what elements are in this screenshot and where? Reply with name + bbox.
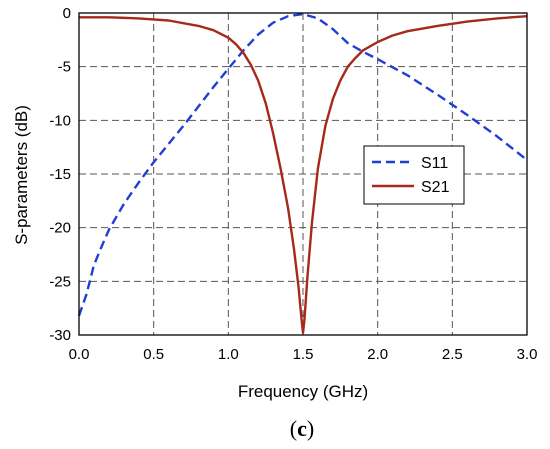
figure-caption: (c): [290, 416, 314, 441]
x-axis-label: Frequency (GHz): [238, 382, 368, 401]
y-tick-label: 0: [63, 5, 71, 22]
x-tick-label: 2.0: [367, 346, 388, 363]
x-tick-label: 1.5: [293, 346, 314, 363]
y-tick-label: -20: [49, 220, 71, 237]
plot-frame: [78, 12, 528, 336]
y-tick-label: -30: [49, 327, 71, 344]
y-tick-label: -25: [49, 273, 71, 290]
legend-label-s11: S11: [421, 155, 448, 172]
x-tick-label: 0.0: [69, 346, 90, 363]
caption-letter: c: [297, 416, 307, 441]
legend-box: [363, 145, 465, 205]
x-tick-label: 2.5: [442, 346, 463, 363]
y-axis-label: S-parameters (dB): [12, 105, 31, 245]
tick-labels: 0.0 0.5 1.0 1.5 2.0 2.5 3.0 0 -5 -10 -15 -20 -25 -30: [49, 5, 537, 363]
x-tick-label: 0.5: [143, 346, 164, 363]
y-tick-label: -15: [49, 166, 71, 183]
x-tick-label: 3.0: [517, 346, 538, 363]
legend-label-s21: S21: [421, 179, 450, 196]
series-line-s11: [77, 12, 528, 317]
y-tick-label: -5: [58, 59, 71, 76]
x-tick-label: 1.0: [218, 346, 239, 363]
series-lines: [77, 12, 528, 335]
caption-open-paren: (: [290, 416, 297, 441]
series-line-s21: [79, 15, 528, 335]
y-tick-label: -10: [49, 112, 71, 129]
legend: S11 S21: [363, 145, 465, 205]
caption-close-paren: ): [307, 416, 314, 441]
